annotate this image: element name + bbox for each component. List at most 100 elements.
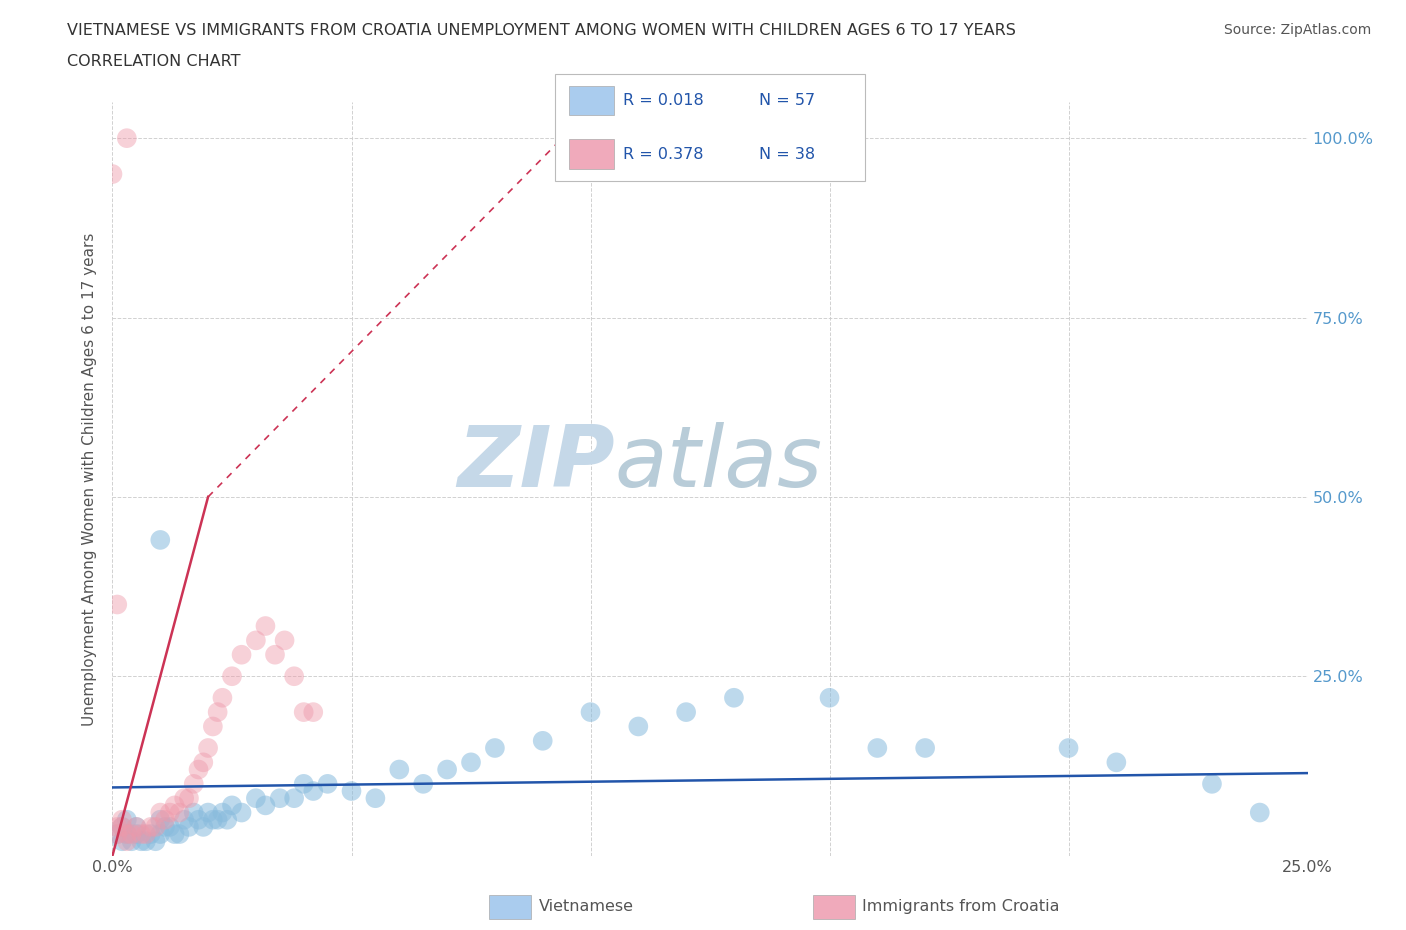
Point — [1249, 805, 1271, 820]
Text: Source: ZipAtlas.com: Source: ZipAtlas.com — [1223, 23, 1371, 37]
Point — [139, 819, 162, 834]
Point — [149, 812, 172, 827]
Point — [187, 812, 209, 827]
Point — [111, 834, 134, 849]
Point — [159, 819, 181, 834]
Point — [163, 798, 186, 813]
Point — [254, 618, 277, 633]
Text: R = 0.018: R = 0.018 — [623, 93, 703, 108]
Point — [579, 705, 602, 720]
Point — [125, 827, 148, 842]
Text: CORRELATION CHART: CORRELATION CHART — [67, 54, 240, 69]
Point — [723, 690, 745, 705]
Point — [207, 705, 229, 720]
Point — [145, 819, 167, 834]
Point — [866, 740, 889, 755]
Point — [302, 705, 325, 720]
Point — [231, 805, 253, 820]
Text: atlas: atlas — [614, 422, 823, 505]
Point — [283, 790, 305, 805]
Point — [173, 790, 195, 805]
Point — [115, 131, 138, 146]
Point — [115, 827, 138, 842]
Point — [412, 777, 434, 791]
Point — [340, 784, 363, 799]
Point — [149, 805, 172, 820]
Point — [125, 819, 148, 834]
Point — [197, 740, 219, 755]
Point — [115, 827, 138, 842]
Point — [211, 690, 233, 705]
Point — [292, 777, 315, 791]
Point — [101, 166, 124, 181]
Text: N = 38: N = 38 — [759, 147, 815, 162]
Point — [183, 805, 205, 820]
Point — [111, 812, 134, 827]
Point — [211, 805, 233, 820]
Point — [183, 777, 205, 791]
Point — [231, 647, 253, 662]
Point — [173, 812, 195, 827]
Point — [145, 834, 167, 849]
Point — [121, 827, 143, 842]
Point — [484, 740, 506, 755]
Point — [1201, 777, 1223, 791]
Y-axis label: Unemployment Among Women with Children Ages 6 to 17 years: Unemployment Among Women with Children A… — [82, 232, 97, 725]
Point — [105, 597, 128, 612]
Point — [149, 827, 172, 842]
Point — [201, 812, 224, 827]
Text: R = 0.378: R = 0.378 — [623, 147, 703, 162]
Point — [1057, 740, 1080, 755]
Point — [135, 827, 157, 842]
Point — [283, 669, 305, 684]
Point — [159, 805, 181, 820]
Point — [531, 734, 554, 749]
Point — [193, 819, 215, 834]
Point — [169, 805, 191, 820]
Point — [388, 762, 411, 777]
Point — [254, 798, 277, 813]
Point — [105, 827, 128, 842]
Point — [269, 790, 291, 805]
Point — [316, 777, 339, 791]
Point — [129, 827, 152, 842]
Text: VIETNAMESE VS IMMIGRANTS FROM CROATIA UNEMPLOYMENT AMONG WOMEN WITH CHILDREN AGE: VIETNAMESE VS IMMIGRANTS FROM CROATIA UN… — [67, 23, 1017, 38]
Point — [221, 669, 243, 684]
Point — [364, 790, 387, 805]
Point — [217, 812, 239, 827]
Point — [914, 740, 936, 755]
Point — [153, 819, 176, 834]
Text: Vietnamese: Vietnamese — [538, 899, 634, 914]
Point — [125, 819, 148, 834]
Text: Immigrants from Croatia: Immigrants from Croatia — [862, 899, 1059, 914]
Point — [201, 719, 224, 734]
Point — [115, 834, 138, 849]
Point — [193, 755, 215, 770]
Point — [264, 647, 287, 662]
Point — [111, 819, 134, 834]
Point — [105, 819, 128, 834]
Point — [302, 784, 325, 799]
Point — [105, 827, 128, 842]
Point — [177, 790, 200, 805]
Point — [245, 790, 267, 805]
Point — [121, 834, 143, 849]
Point — [436, 762, 458, 777]
Point — [163, 827, 186, 842]
Point — [149, 533, 172, 548]
Point — [169, 827, 191, 842]
Point — [221, 798, 243, 813]
Point — [135, 834, 157, 849]
Text: ZIP: ZIP — [457, 422, 614, 505]
Point — [153, 812, 176, 827]
Point — [1105, 755, 1128, 770]
Point — [177, 819, 200, 834]
Point — [129, 834, 152, 849]
Point — [207, 812, 229, 827]
Point — [111, 819, 134, 834]
Point — [139, 827, 162, 842]
Point — [818, 690, 841, 705]
Point — [245, 633, 267, 648]
Text: N = 57: N = 57 — [759, 93, 815, 108]
Point — [197, 805, 219, 820]
